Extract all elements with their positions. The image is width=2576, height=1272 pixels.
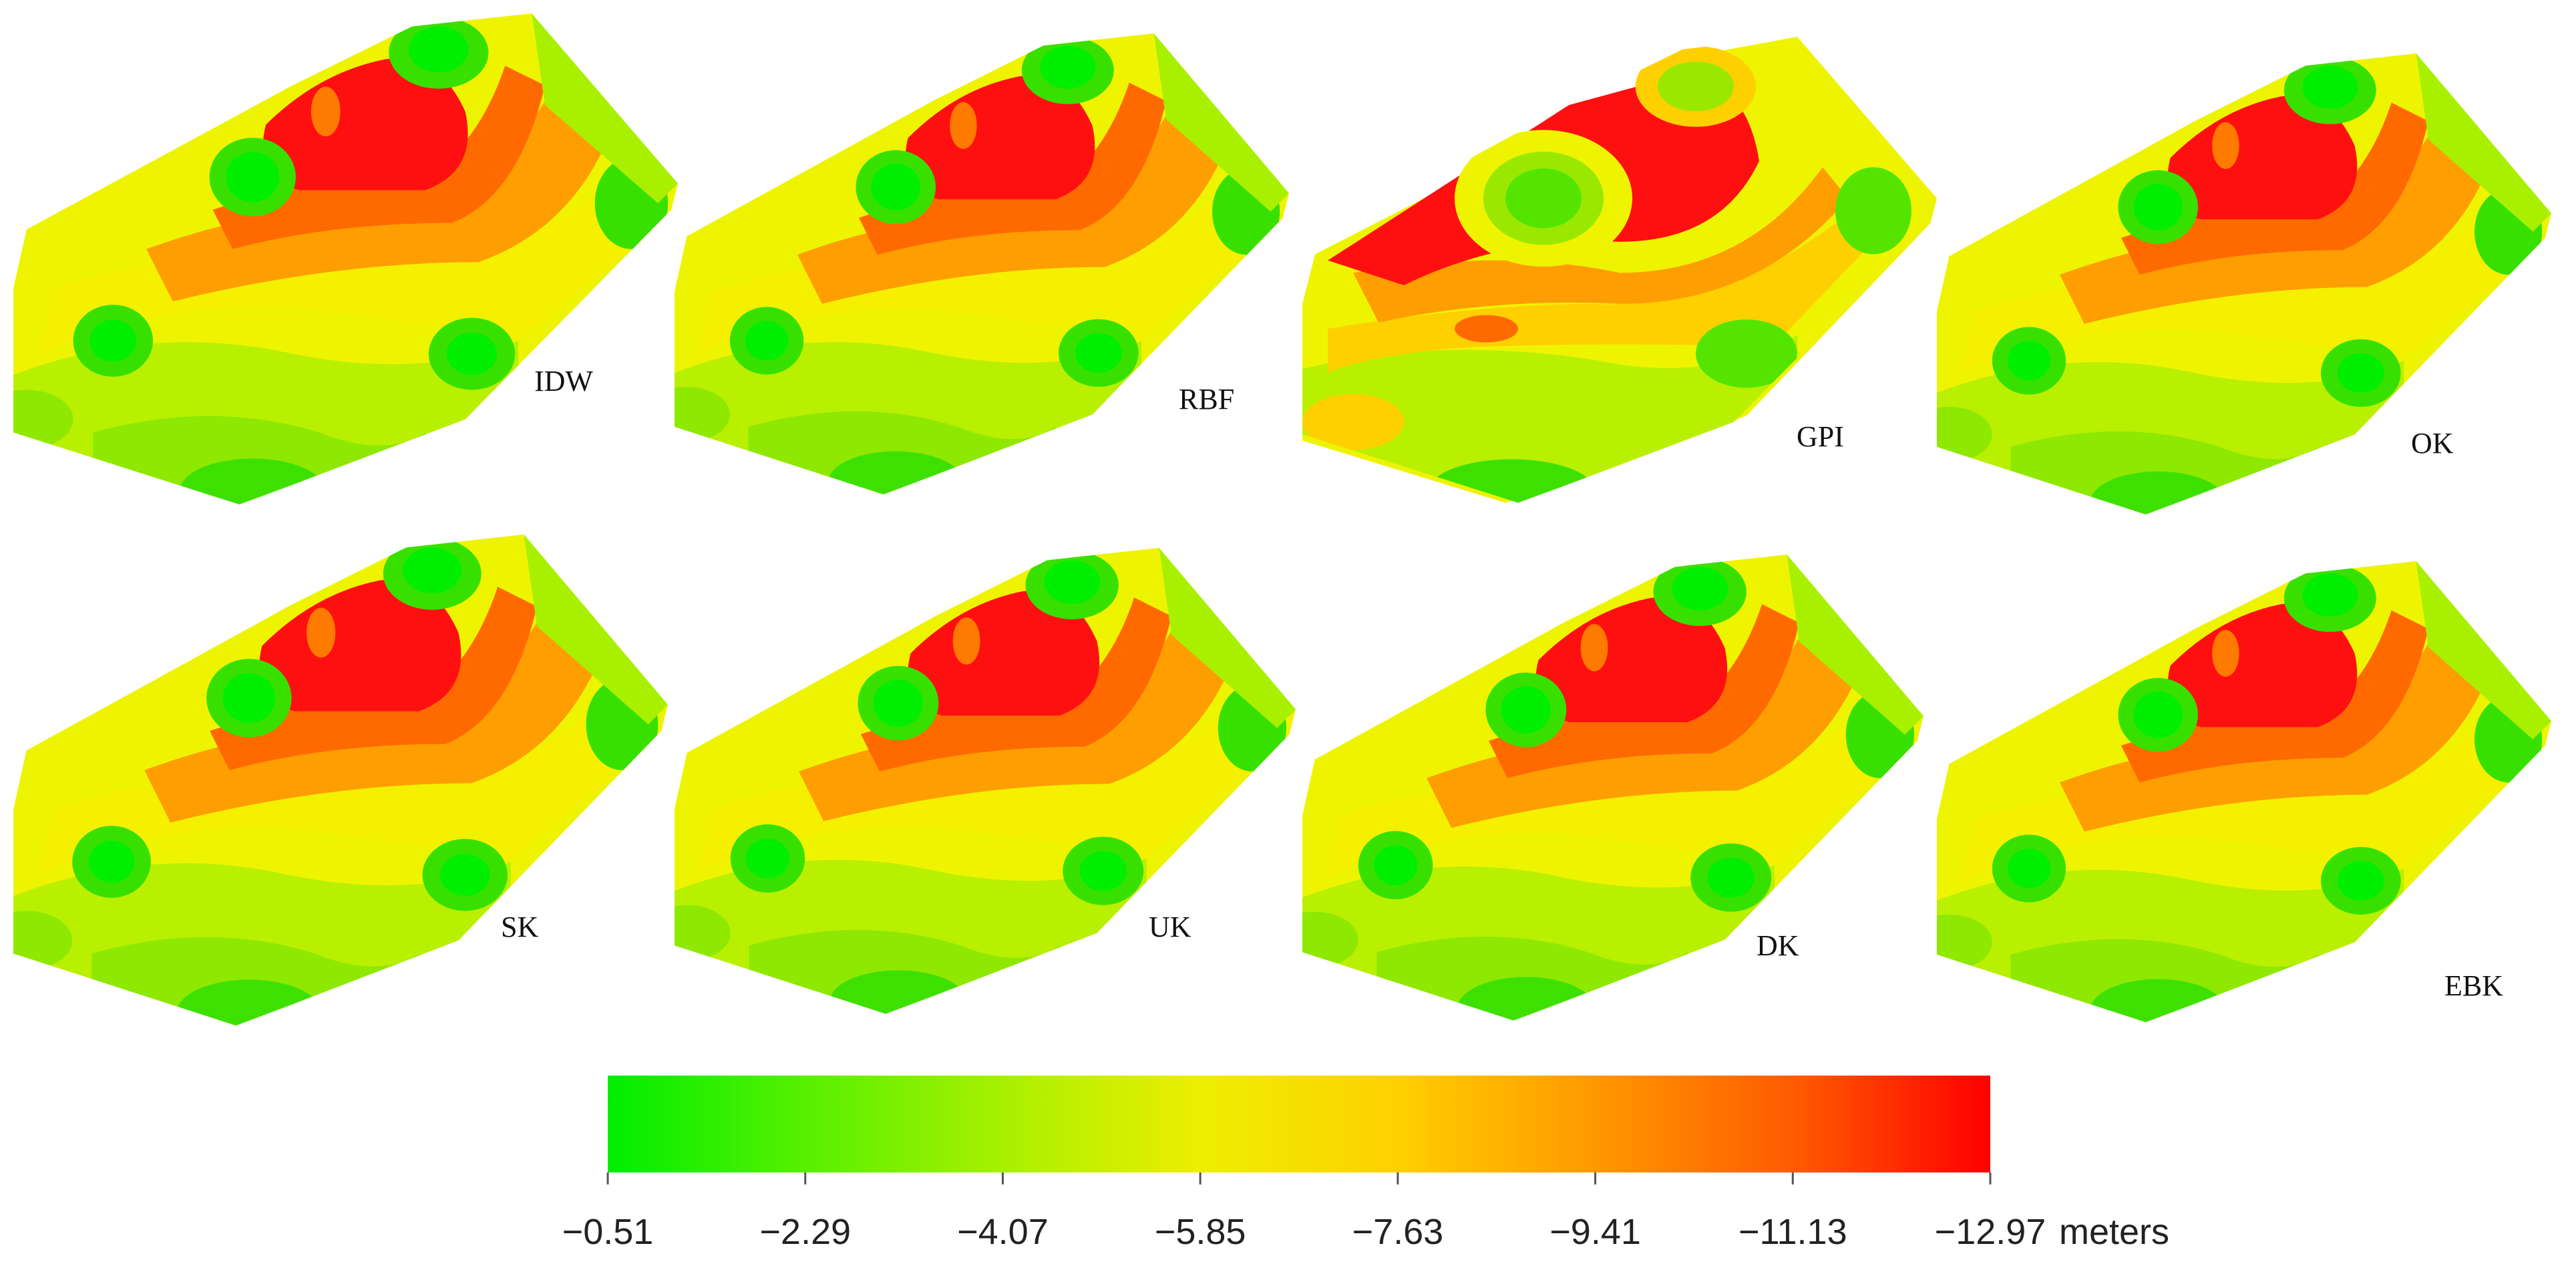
map-panel-rbf	[644, 33, 1289, 525]
map-panel-gpi	[1290, 37, 1937, 534]
map-panel-idw	[0, 13, 678, 537]
legend-gradient-bar	[608, 1076, 1990, 1172]
legend-tick-label: −5.85	[1155, 1212, 1246, 1252]
legend-tick-label: −12.97	[1935, 1212, 2046, 1252]
legend-ticks: −0.51 −2.29 −4.07 −5.85 −7.63 −9.41 −11.13 −12.…	[562, 1172, 2046, 1252]
map-label-dk: DK	[1757, 929, 1799, 962]
legend-tick-label: −4.07	[957, 1212, 1049, 1252]
map-label-ebk: EBK	[2444, 969, 2503, 1002]
map-panel-ok	[1906, 53, 2551, 545]
legend-tick-label: −2.29	[759, 1212, 851, 1252]
legend-tick-label: −9.41	[1549, 1212, 1641, 1252]
map-panel-sk	[0, 534, 668, 1058]
map-label-sk: SK	[501, 911, 538, 943]
legend-unit: meters	[2059, 1212, 2169, 1252]
legend-tick-label: −7.63	[1352, 1212, 1444, 1252]
color-legend: −0.51 −2.29 −4.07 −5.85 −7.63 −9.41 −11.13 −12.…	[562, 1076, 2169, 1252]
map-label-gpi: GPI	[1797, 420, 1844, 453]
map-panel-uk	[644, 548, 1296, 1045]
map-label-idw: IDW	[534, 365, 593, 398]
map-panel-dk	[1272, 554, 1924, 1052]
legend-tick-label: −0.51	[562, 1212, 654, 1252]
legend-tick-label: −11.13	[1738, 1212, 1847, 1252]
map-label-ok: OK	[2411, 427, 2454, 460]
map-label-uk: UK	[1149, 911, 1191, 943]
map-label-rbf: RBF	[1179, 383, 1234, 416]
